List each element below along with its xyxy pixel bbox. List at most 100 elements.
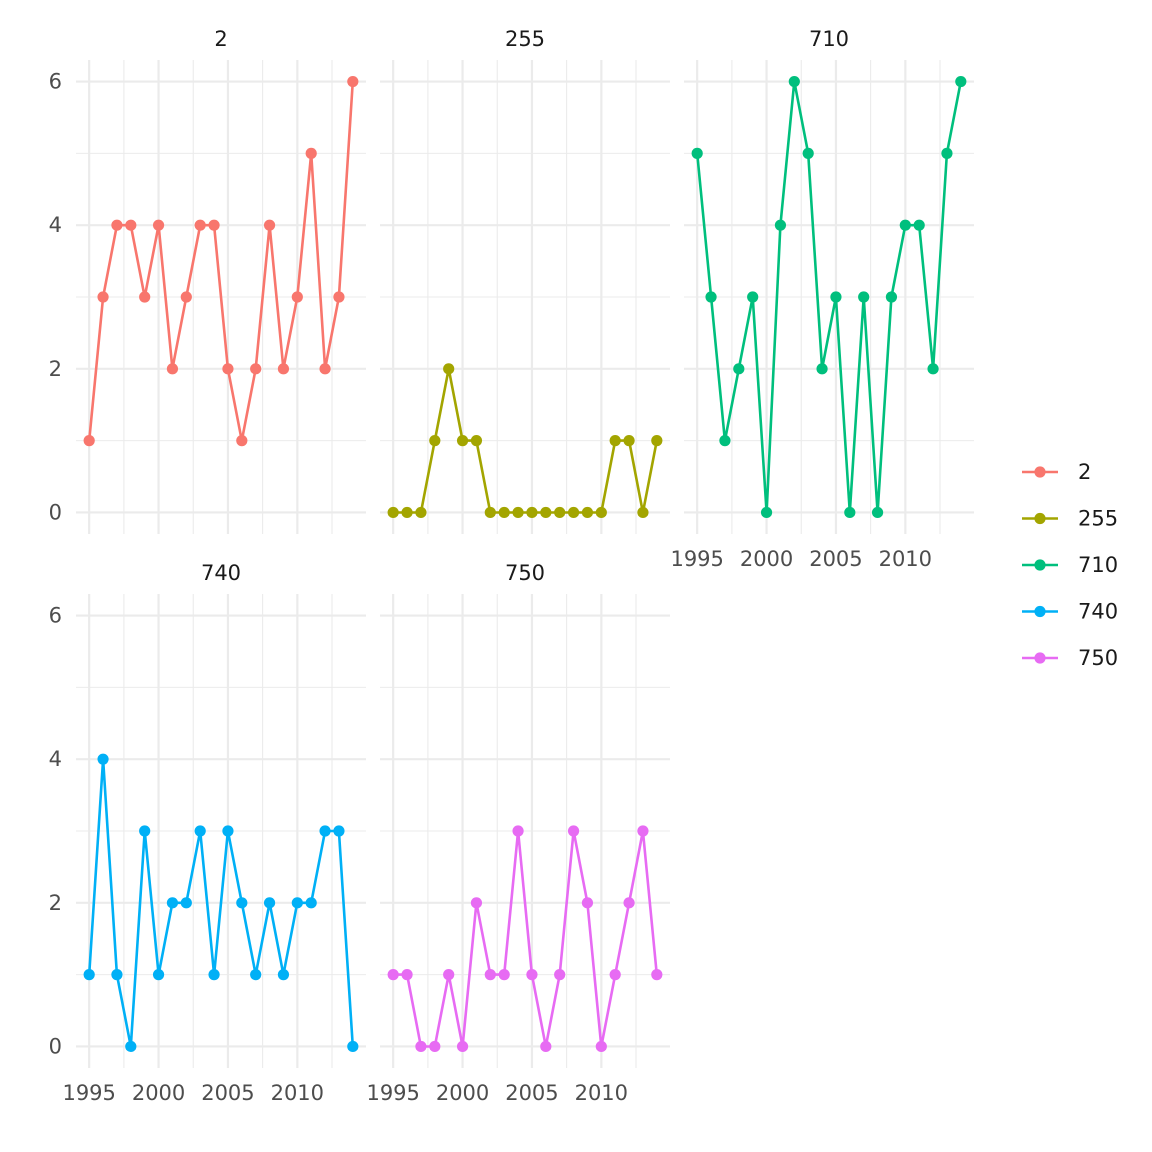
y-tick-label: 6	[49, 604, 62, 628]
data-point	[470, 435, 483, 447]
data-point	[512, 825, 524, 837]
facet-panel-710: 710 1995 2000 2005 2010	[670, 27, 974, 571]
data-point	[733, 363, 745, 375]
data-point	[498, 969, 510, 981]
x-tick-label: 1995	[62, 1081, 115, 1105]
legend-key-point	[1034, 652, 1046, 664]
data-point	[111, 219, 123, 231]
y-tick-label: 2	[49, 357, 62, 381]
series-line-2	[87, 81, 355, 442]
data-point	[705, 291, 717, 303]
legend-key-point	[1034, 466, 1046, 478]
data-point	[719, 435, 731, 447]
data-point	[554, 506, 566, 519]
y-tick-label: 0	[49, 1034, 62, 1058]
x-tick-label: 1995	[366, 1081, 419, 1105]
legend-label: 750	[1078, 646, 1118, 670]
facet-title: 255	[505, 27, 545, 51]
data-point	[484, 969, 496, 981]
data-point	[595, 1040, 607, 1053]
x-tick-label: 2010	[879, 547, 932, 571]
data-point	[913, 219, 925, 231]
data-point	[166, 897, 179, 909]
facet-panel-2: 2 0 2 4 6	[49, 27, 366, 534]
legend-item-710: 710	[1022, 553, 1118, 577]
facet-title: 750	[505, 561, 545, 585]
y-tick-label: 0	[49, 500, 62, 524]
data-point	[291, 897, 303, 909]
data-point	[637, 506, 649, 519]
data-point	[651, 969, 663, 981]
data-point	[747, 291, 759, 303]
data-point	[802, 147, 814, 159]
x-tick-label: 2005	[505, 1081, 558, 1105]
data-point	[691, 147, 703, 159]
x-tick-label: 2000	[436, 1081, 489, 1105]
data-point	[885, 291, 898, 303]
data-point	[347, 1040, 359, 1053]
facet-panel-740: 740 0 2 4 6 1995 2000 2005 2010	[49, 561, 366, 1105]
legend-item-740: 740	[1022, 600, 1118, 624]
legend-label: 2	[1078, 460, 1091, 484]
x-tick-label: 2000	[132, 1081, 185, 1105]
data-point	[941, 147, 953, 159]
data-point	[623, 897, 635, 909]
data-point	[319, 363, 331, 375]
data-point	[111, 969, 123, 981]
data-point	[540, 506, 552, 519]
data-point	[319, 825, 331, 837]
data-point	[816, 363, 828, 375]
data-point	[194, 825, 206, 837]
data-point	[540, 1040, 552, 1053]
y-tick-label: 6	[49, 70, 62, 94]
data-point	[401, 969, 413, 981]
legend-key-point	[1034, 512, 1046, 525]
data-point	[830, 291, 842, 303]
series-line-750	[393, 829, 659, 1048]
x-tick-label: 2000	[740, 547, 793, 571]
data-point	[387, 506, 399, 519]
data-point	[208, 969, 220, 981]
y-tick-label: 4	[49, 747, 62, 771]
facet-title: 710	[809, 27, 849, 51]
data-point	[236, 435, 248, 447]
data-point	[277, 969, 290, 981]
data-point	[83, 435, 95, 447]
data-point	[955, 75, 967, 88]
data-point	[333, 825, 345, 837]
data-point	[305, 897, 317, 909]
data-point	[125, 219, 137, 231]
data-point	[180, 897, 192, 909]
data-point	[609, 969, 621, 981]
data-point	[788, 75, 800, 88]
data-point	[347, 75, 359, 88]
data-point	[250, 969, 262, 981]
facet-panel-750: 750 1995 2000 2005 2010	[366, 561, 670, 1105]
data-point	[526, 506, 538, 519]
data-point	[429, 1040, 441, 1053]
y-tick-label: 2	[49, 891, 62, 915]
data-point	[166, 363, 179, 375]
data-point	[250, 363, 262, 375]
legend-key-point	[1034, 605, 1046, 618]
data-point	[125, 1040, 137, 1053]
data-point	[512, 506, 524, 519]
data-point	[429, 435, 441, 447]
facet-panel-255: 255	[380, 27, 670, 534]
legend-label: 710	[1078, 553, 1118, 577]
data-point	[623, 435, 635, 447]
data-point	[554, 969, 566, 981]
data-point	[415, 1040, 427, 1053]
data-point	[498, 506, 510, 519]
data-point	[927, 363, 939, 375]
data-point	[470, 897, 483, 909]
data-point	[443, 363, 455, 375]
y-tick-label: 4	[49, 213, 62, 237]
x-tick-label: 2005	[809, 547, 862, 571]
legend-item-2: 2	[1022, 460, 1091, 484]
data-point	[305, 147, 317, 159]
data-point	[277, 363, 290, 375]
data-point	[194, 219, 206, 231]
data-point	[139, 291, 151, 303]
